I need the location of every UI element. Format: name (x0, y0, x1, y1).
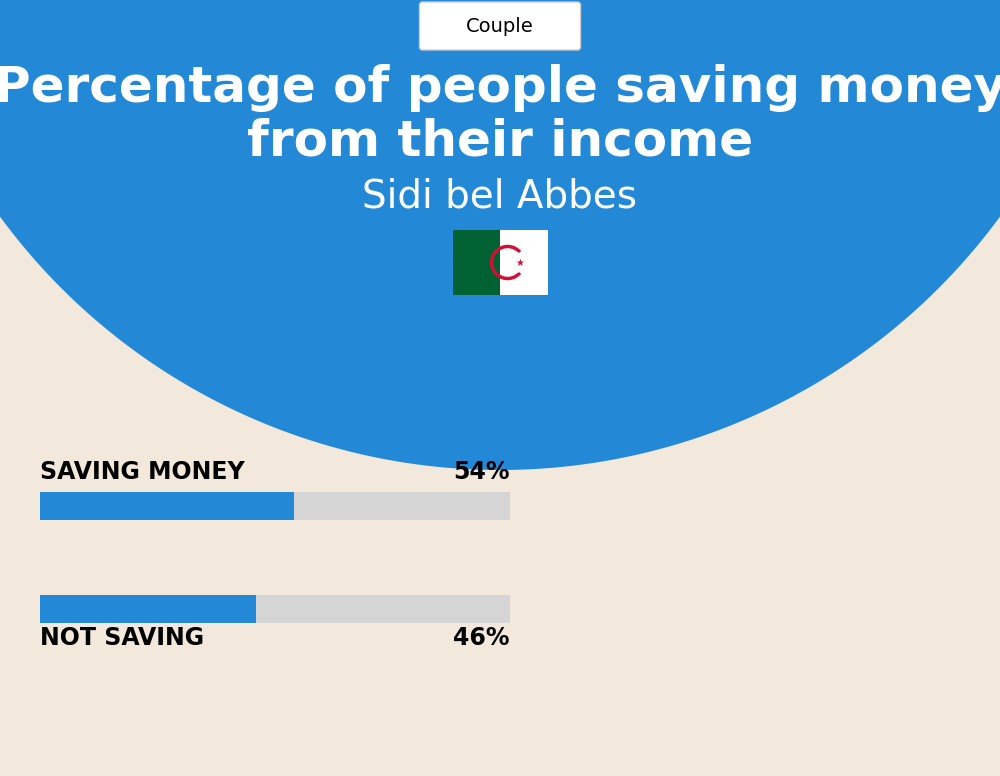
Bar (452, 230, 500, 295)
Bar (500, 230, 548, 295)
Text: 46%: 46% (454, 626, 510, 650)
Bar (40, 492, 294, 520)
Text: 54%: 54% (454, 460, 510, 484)
Text: NOT SAVING: NOT SAVING (40, 626, 204, 650)
Text: Sidi bel Abbes: Sidi bel Abbes (362, 177, 638, 215)
FancyBboxPatch shape (420, 2, 580, 50)
Bar (40, 595, 256, 623)
Text: SAVING MONEY: SAVING MONEY (40, 460, 245, 484)
Polygon shape (0, 0, 1000, 470)
Circle shape (502, 251, 523, 273)
Text: from their income: from their income (247, 118, 753, 166)
Bar (40, 492, 510, 520)
Text: Percentage of people saving money: Percentage of people saving money (0, 64, 1000, 112)
Text: Couple: Couple (466, 16, 534, 36)
Text: ★: ★ (515, 258, 524, 268)
Bar (40, 595, 510, 623)
